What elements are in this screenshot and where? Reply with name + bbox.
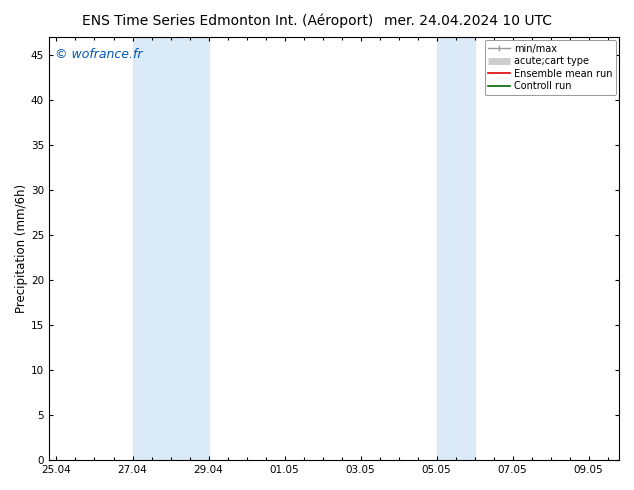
- Legend: min/max, acute;cart type, Ensemble mean run, Controll run: min/max, acute;cart type, Ensemble mean …: [484, 40, 616, 95]
- Text: mer. 24.04.2024 10 UTC: mer. 24.04.2024 10 UTC: [384, 14, 552, 28]
- Text: ENS Time Series Edmonton Int. (Aéroport): ENS Time Series Edmonton Int. (Aéroport): [82, 14, 373, 28]
- Text: © wofrance.fr: © wofrance.fr: [55, 48, 142, 61]
- Bar: [133, 37, 209, 460]
- Bar: [437, 37, 475, 460]
- Y-axis label: Precipitation (mm/6h): Precipitation (mm/6h): [15, 184, 28, 313]
